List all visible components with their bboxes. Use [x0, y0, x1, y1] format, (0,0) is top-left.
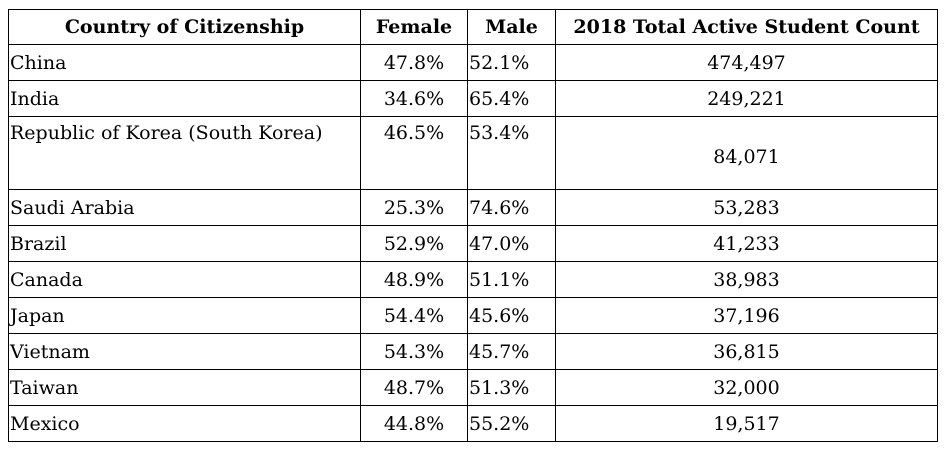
cell-total: 37,196	[555, 297, 938, 334]
cell-male: 45.7%	[467, 333, 556, 370]
cell-female: 47.8%	[360, 44, 468, 81]
cell-country: Saudi Arabia	[8, 189, 361, 226]
header-male: Male	[467, 9, 556, 45]
table-row: China 47.8% 52.1% 474,497	[8, 44, 938, 81]
cell-female: 25.3%	[360, 189, 468, 226]
cell-total: 41,233	[555, 225, 938, 262]
table-body: China 47.8% 52.1% 474,497 India 34.6% 65…	[8, 44, 938, 442]
cell-male: 55.2%	[467, 405, 556, 442]
cell-country: Republic of Korea (South Korea)	[8, 116, 361, 190]
cell-male: 45.6%	[467, 297, 556, 334]
table-row: Saudi Arabia 25.3% 74.6% 53,283	[8, 189, 938, 226]
table-header: Country of Citizenship Female Male 2018 …	[8, 9, 938, 45]
cell-total: 36,815	[555, 333, 938, 370]
cell-female: 54.3%	[360, 333, 468, 370]
cell-female: 44.8%	[360, 405, 468, 442]
table-row: India 34.6% 65.4% 249,221	[8, 80, 938, 117]
header-total: 2018 Total Active Student Count	[555, 9, 938, 45]
cell-country: Brazil	[8, 225, 361, 262]
cell-male: 51.1%	[467, 261, 556, 298]
cell-female: 54.4%	[360, 297, 468, 334]
table-row: Japan 54.4% 45.6% 37,196	[8, 297, 938, 334]
table-row: Mexico 44.8% 55.2% 19,517	[8, 405, 938, 442]
cell-female: 46.5%	[360, 116, 468, 190]
cell-male: 53.4%	[467, 116, 556, 190]
header-country: Country of Citizenship	[8, 9, 361, 45]
cell-country: Vietnam	[8, 333, 361, 370]
cell-male: 74.6%	[467, 189, 556, 226]
cell-total: 38,983	[555, 261, 938, 298]
cell-country: India	[8, 80, 361, 117]
cell-total: 19,517	[555, 405, 938, 442]
cell-country: Taiwan	[8, 369, 361, 406]
cell-total: 474,497	[555, 44, 938, 81]
cell-male: 65.4%	[467, 80, 556, 117]
cell-country: Japan	[8, 297, 361, 334]
header-female: Female	[360, 9, 468, 45]
table-row: Republic of Korea (South Korea) 46.5% 53…	[8, 116, 938, 190]
table-row: Vietnam 54.3% 45.7% 36,815	[8, 333, 938, 370]
cell-country: Canada	[8, 261, 361, 298]
cell-female: 48.9%	[360, 261, 468, 298]
cell-male: 52.1%	[467, 44, 556, 81]
cell-total: 32,000	[555, 369, 938, 406]
header-row: Country of Citizenship Female Male 2018 …	[8, 9, 938, 45]
cell-female: 34.6%	[360, 80, 468, 117]
cell-female: 48.7%	[360, 369, 468, 406]
student-citizenship-table: Country of Citizenship Female Male 2018 …	[8, 9, 938, 442]
cell-country: China	[8, 44, 361, 81]
cell-total: 249,221	[555, 80, 938, 117]
table-row: Canada 48.9% 51.1% 38,983	[8, 261, 938, 298]
table-row: Taiwan 48.7% 51.3% 32,000	[8, 369, 938, 406]
cell-total: 53,283	[555, 189, 938, 226]
cell-female: 52.9%	[360, 225, 468, 262]
cell-male: 51.3%	[467, 369, 556, 406]
cell-total: 84,071	[555, 116, 938, 190]
cell-male: 47.0%	[467, 225, 556, 262]
cell-country: Mexico	[8, 405, 361, 442]
student-table-container: Country of Citizenship Female Male 2018 …	[8, 9, 938, 442]
table-row: Brazil 52.9% 47.0% 41,233	[8, 225, 938, 262]
